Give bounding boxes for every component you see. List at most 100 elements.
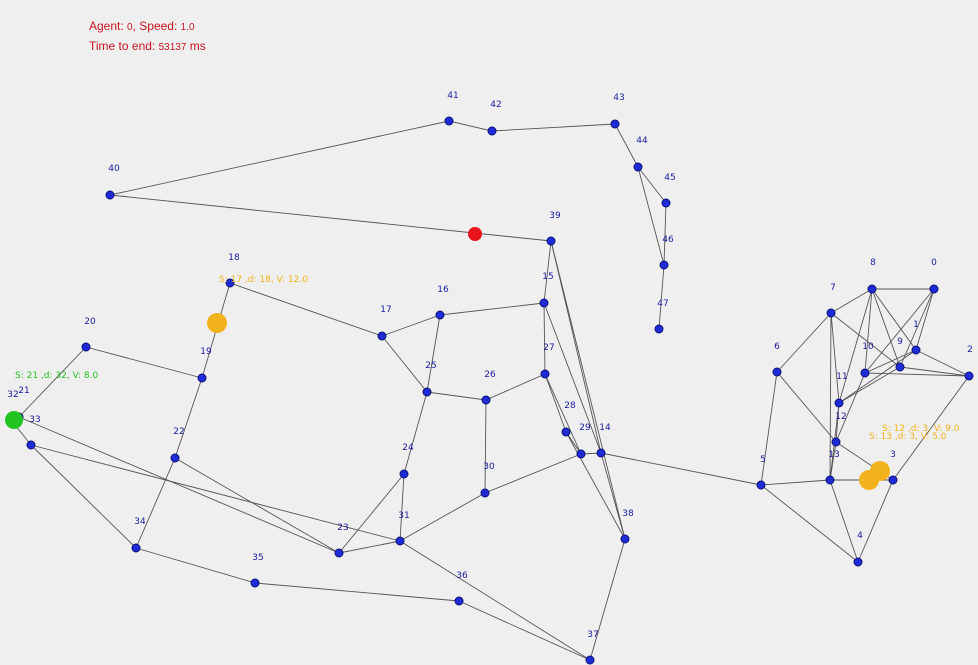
node-2[interactable] [965, 372, 973, 380]
node-41[interactable] [445, 117, 453, 125]
node-3[interactable] [889, 476, 897, 484]
node-label-44: 44 [636, 136, 648, 146]
node-label-1: 1 [913, 320, 919, 330]
node-label-15: 15 [542, 272, 553, 282]
agent-marker[interactable] [468, 227, 482, 241]
node-37[interactable] [586, 656, 594, 664]
node-43[interactable] [611, 120, 619, 128]
vehicle-marker-3[interactable] [859, 470, 879, 490]
node-35[interactable] [251, 579, 259, 587]
node-14[interactable] [597, 449, 605, 457]
node-15[interactable] [540, 299, 548, 307]
time-to-end-readout: Time to end: 53137 ms [89, 39, 206, 53]
node-33[interactable] [27, 441, 35, 449]
node-38[interactable] [621, 535, 629, 543]
edge-14-5 [601, 453, 761, 485]
node-12[interactable] [832, 438, 840, 446]
node-6[interactable] [773, 368, 781, 376]
node-45[interactable] [662, 199, 670, 207]
edge-38-37 [590, 539, 625, 660]
edge-1-10 [865, 350, 916, 373]
edge-6-12 [777, 372, 836, 442]
edge-8-9 [872, 289, 900, 367]
edge-25-26 [427, 392, 486, 400]
node-16[interactable] [436, 311, 444, 319]
node-24[interactable] [400, 470, 408, 478]
vehicle-marker-0[interactable] [207, 313, 227, 333]
node-44[interactable] [634, 163, 642, 171]
node-label-2: 2 [967, 345, 973, 355]
node-5[interactable] [757, 481, 765, 489]
time-unit: ms [186, 39, 205, 53]
node-label-41: 41 [447, 91, 458, 101]
node-label-26: 26 [484, 370, 496, 380]
node-label-32: 32 [7, 390, 18, 400]
edge-22-34 [136, 458, 175, 548]
node-label-10: 10 [862, 342, 874, 352]
edge-28-38 [566, 432, 625, 539]
edge-31-23 [339, 541, 400, 553]
node-19[interactable] [198, 374, 206, 382]
speed-prefix: , Speed: [133, 19, 181, 33]
node-label-28: 28 [564, 401, 576, 411]
edge-40-39 [110, 195, 551, 241]
node-29[interactable] [577, 450, 585, 458]
node-label-23: 23 [337, 523, 348, 533]
node-label-12: 12 [835, 412, 846, 422]
edge-16-25 [427, 315, 440, 392]
node-40[interactable] [106, 191, 114, 199]
node-label-17: 17 [380, 305, 391, 315]
node-25[interactable] [423, 388, 431, 396]
edge-23-21 [19, 417, 339, 553]
node-10[interactable] [861, 369, 869, 377]
edge-25-24 [404, 392, 427, 474]
edge-43-44 [615, 124, 638, 167]
node-30[interactable] [481, 489, 489, 497]
edge-41-42 [449, 121, 492, 131]
speed-value: 1.0 [181, 22, 195, 33]
node-20[interactable] [82, 343, 90, 351]
node-26[interactable] [482, 396, 490, 404]
node-42[interactable] [488, 127, 496, 135]
node-label-16: 16 [437, 285, 449, 295]
edge-37-31 [400, 541, 590, 660]
node-7[interactable] [827, 309, 835, 317]
node-39[interactable] [547, 237, 555, 245]
node-label-35: 35 [252, 553, 263, 563]
edge-7-9 [831, 313, 900, 367]
node-label-4: 4 [857, 531, 863, 541]
node-label-20: 20 [84, 317, 96, 327]
node-9[interactable] [896, 363, 904, 371]
node-13[interactable] [826, 476, 834, 484]
node-22[interactable] [171, 454, 179, 462]
node-8[interactable] [868, 285, 876, 293]
edge-44-45 [638, 167, 666, 203]
node-34[interactable] [132, 544, 140, 552]
vehicles-layer: S: 17 ,d: 18, V: 12.0S: 21 ,d: 32, V: 8.… [5, 227, 960, 490]
node-31[interactable] [396, 537, 404, 545]
edge-42-43 [492, 124, 615, 131]
node-1[interactable] [912, 346, 920, 354]
node-4[interactable] [854, 558, 862, 566]
node-23[interactable] [335, 549, 343, 557]
edge-17-25 [382, 336, 427, 392]
node-27[interactable] [541, 370, 549, 378]
node-label-8: 8 [870, 258, 876, 268]
node-17[interactable] [378, 332, 386, 340]
edge-12-13 [830, 442, 836, 480]
node-11[interactable] [835, 399, 843, 407]
edge-37-36 [459, 601, 590, 660]
edge-46-47 [659, 265, 664, 329]
edge-5-4 [761, 485, 858, 562]
node-label-46: 46 [662, 235, 674, 245]
node-46[interactable] [660, 261, 668, 269]
node-47[interactable] [655, 325, 663, 333]
node-label-31: 31 [398, 511, 409, 521]
vehicle-marker-1[interactable] [5, 411, 23, 429]
node-36[interactable] [455, 597, 463, 605]
edge-19-20 [86, 347, 202, 378]
node-0[interactable] [930, 285, 938, 293]
node-28[interactable] [562, 428, 570, 436]
node-label-34: 34 [134, 517, 146, 527]
